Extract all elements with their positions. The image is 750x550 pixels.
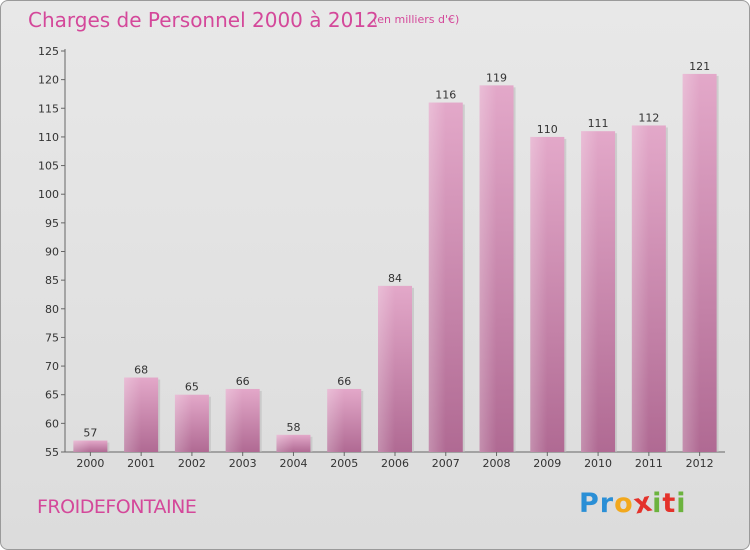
y-tick-label: 60 bbox=[45, 417, 59, 430]
x-tick-label: 2009 bbox=[533, 457, 561, 470]
data-label: 57 bbox=[83, 427, 97, 440]
logo-letter: i bbox=[652, 488, 663, 519]
bar-highlight bbox=[225, 388, 243, 452]
y-tick-label: 70 bbox=[45, 360, 59, 373]
y-tick-label: 75 bbox=[45, 331, 59, 344]
y-tick-label: 110 bbox=[38, 131, 59, 144]
y-tick-label: 120 bbox=[38, 74, 59, 87]
y-tick-label: 95 bbox=[45, 217, 59, 230]
data-label: 121 bbox=[689, 60, 710, 73]
data-label: 66 bbox=[337, 375, 351, 388]
bar-highlight bbox=[73, 440, 91, 452]
x-tick-label: 2001 bbox=[127, 457, 155, 470]
bar-highlight bbox=[378, 285, 395, 452]
chart-unit: (en milliers d'€) bbox=[373, 13, 460, 26]
bar-highlight bbox=[327, 388, 345, 452]
data-label: 84 bbox=[388, 272, 402, 285]
data-label: 111 bbox=[588, 117, 609, 130]
bar-highlight bbox=[479, 85, 497, 452]
data-label: 119 bbox=[486, 71, 507, 84]
y-tick-label: 85 bbox=[45, 274, 59, 287]
data-label: 68 bbox=[134, 364, 148, 377]
y-tick-label: 90 bbox=[45, 246, 59, 259]
chart-bars bbox=[73, 73, 719, 453]
y-tick-label: 55 bbox=[45, 446, 59, 459]
x-tick-label: 2010 bbox=[584, 457, 612, 470]
x-tick-label: 2007 bbox=[432, 457, 460, 470]
x-tick-label: 2008 bbox=[483, 457, 511, 470]
x-tick-label: 2000 bbox=[76, 457, 104, 470]
place-name: FROIDEFONTAINE bbox=[37, 496, 197, 518]
data-label: 112 bbox=[638, 111, 659, 124]
y-tick-label: 100 bbox=[38, 188, 59, 201]
data-label: 66 bbox=[236, 375, 250, 388]
y-tick-label: 125 bbox=[38, 45, 59, 58]
x-tick-label: 2005 bbox=[330, 457, 358, 470]
y-tick-label: 65 bbox=[45, 389, 59, 402]
chart-axes: 55 60 65 70 75 80 85 90 95 100 105 110 115 120 125 bbox=[38, 45, 725, 459]
bar-highlight bbox=[631, 125, 649, 452]
x-tick-label: 2004 bbox=[279, 457, 307, 470]
bar-highlight bbox=[581, 131, 599, 452]
logo-letter: o bbox=[614, 488, 634, 519]
data-label: 110 bbox=[537, 123, 558, 136]
bar-highlight bbox=[530, 136, 548, 452]
logo-letter: t bbox=[662, 488, 677, 519]
x-tick-label: 2002 bbox=[178, 457, 206, 470]
data-label: 116 bbox=[435, 89, 456, 102]
y-tick-label: 115 bbox=[38, 102, 59, 115]
x-tick-label: 2012 bbox=[686, 457, 714, 470]
data-label: 58 bbox=[286, 421, 300, 434]
bar-highlight bbox=[428, 102, 446, 453]
bar-highlight bbox=[124, 377, 142, 452]
proxiti-logo: Proxiti bbox=[579, 486, 687, 520]
x-tick-label: 2011 bbox=[635, 457, 663, 470]
bar-highlight bbox=[276, 434, 294, 452]
chart-labels: 2000 57 2001 68 2002 65 2003 66 2004 58 2005 66 2006… bbox=[76, 60, 713, 470]
logo-letter: i bbox=[676, 488, 687, 519]
bar-highlight bbox=[174, 394, 192, 452]
bar-highlight bbox=[682, 73, 700, 453]
logo-letter: P bbox=[579, 488, 600, 519]
chart-title: Charges de Personnel 2000 à 2012 bbox=[28, 8, 379, 32]
x-tick-label: 2003 bbox=[229, 457, 257, 470]
y-tick-label: 105 bbox=[38, 160, 59, 173]
x-tick-label: 2006 bbox=[381, 457, 409, 470]
logo-letter: r bbox=[599, 488, 615, 519]
y-tick-label: 80 bbox=[45, 303, 59, 316]
data-label: 65 bbox=[185, 381, 199, 394]
